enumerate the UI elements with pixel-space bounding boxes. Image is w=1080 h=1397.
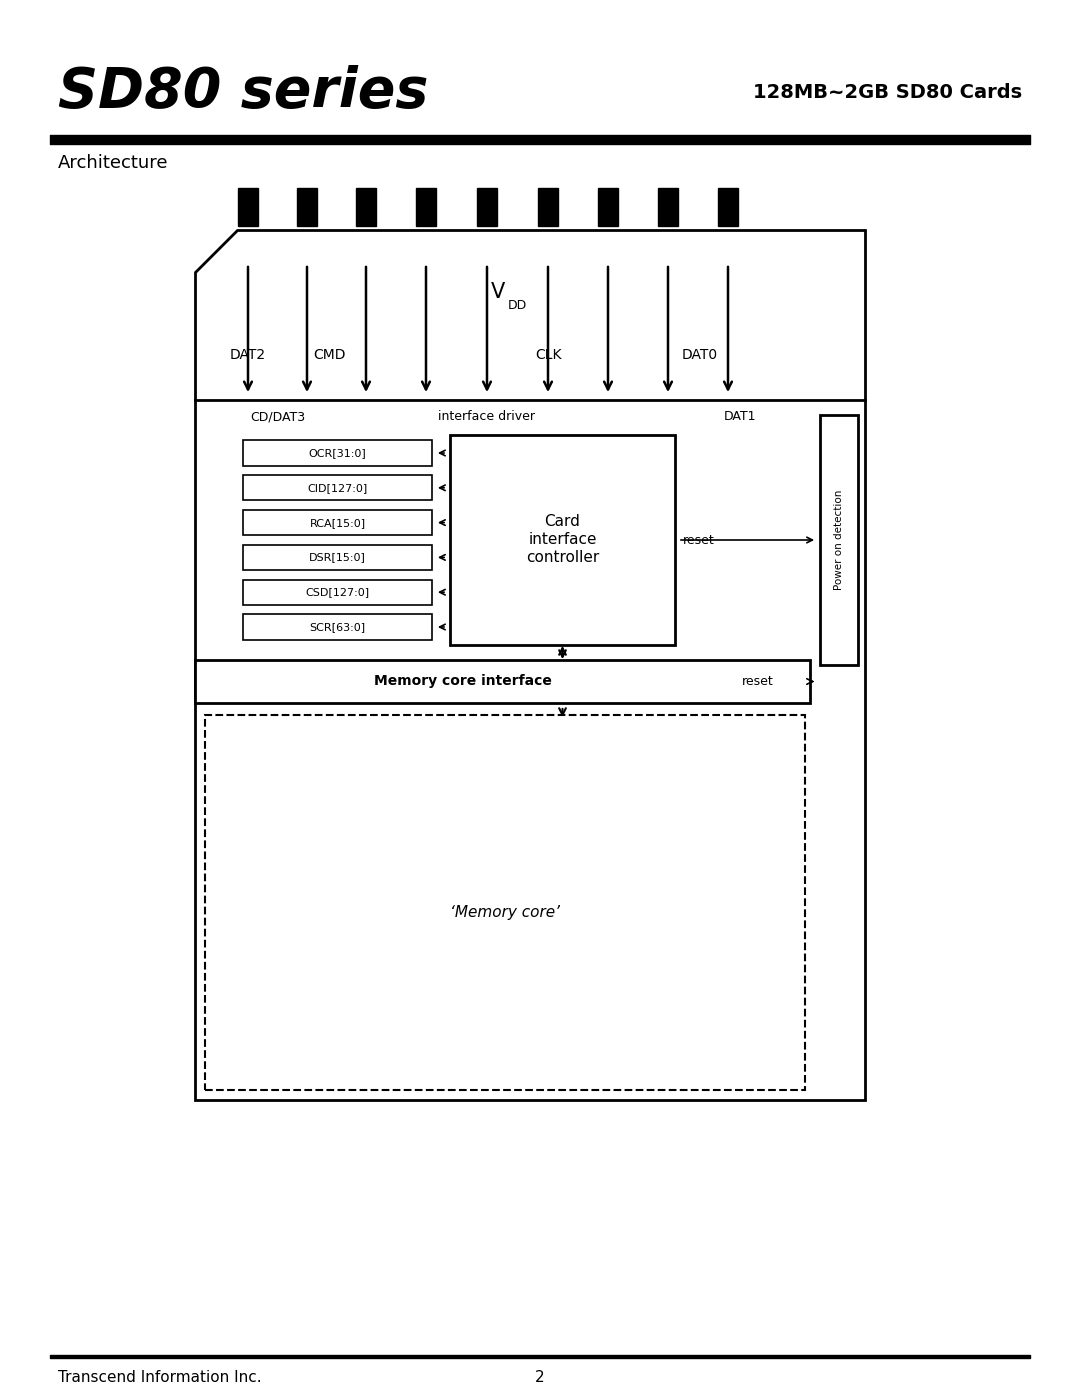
Text: RCA[15:0]: RCA[15:0] xyxy=(310,518,365,528)
Text: Architecture: Architecture xyxy=(58,154,168,172)
Text: 128MB~2GB SD80 Cards: 128MB~2GB SD80 Cards xyxy=(753,82,1022,102)
Text: CLK: CLK xyxy=(535,348,562,362)
Bar xyxy=(297,189,318,226)
Text: Power on detection: Power on detection xyxy=(834,490,843,590)
Bar xyxy=(243,545,432,570)
Text: V: V xyxy=(491,282,505,302)
Text: interface: interface xyxy=(528,532,597,548)
Bar xyxy=(243,510,432,535)
Text: DAT2: DAT2 xyxy=(230,348,266,362)
Text: CMD: CMD xyxy=(314,348,347,362)
Text: CD/DAT3: CD/DAT3 xyxy=(251,409,306,423)
Text: Transcend Information Inc.: Transcend Information Inc. xyxy=(58,1370,261,1386)
Text: 2: 2 xyxy=(536,1370,544,1386)
Polygon shape xyxy=(195,231,865,1099)
Bar xyxy=(238,189,258,226)
Text: DAT0: DAT0 xyxy=(681,348,718,362)
Text: reset: reset xyxy=(742,675,773,687)
Bar xyxy=(820,415,858,665)
Text: DD: DD xyxy=(508,299,527,312)
Text: Memory core interface: Memory core interface xyxy=(374,675,552,689)
Text: SCR[63:0]: SCR[63:0] xyxy=(310,622,365,631)
Bar xyxy=(356,189,376,226)
Bar xyxy=(243,615,432,640)
Text: CSD[127:0]: CSD[127:0] xyxy=(306,587,369,597)
Bar xyxy=(598,189,618,226)
Bar xyxy=(243,440,432,465)
Text: SD80 series: SD80 series xyxy=(58,66,429,119)
Bar xyxy=(538,189,558,226)
Text: CID[127:0]: CID[127:0] xyxy=(308,483,367,493)
Bar xyxy=(658,189,678,226)
Text: Card: Card xyxy=(544,514,580,529)
Bar xyxy=(243,475,432,500)
Text: reset: reset xyxy=(683,534,715,546)
Text: OCR[31:0]: OCR[31:0] xyxy=(309,448,366,458)
Bar xyxy=(718,189,738,226)
Text: DSR[15:0]: DSR[15:0] xyxy=(309,552,366,563)
Bar xyxy=(477,189,497,226)
Text: controller: controller xyxy=(526,550,599,566)
Bar xyxy=(195,659,810,703)
Text: ‘Memory core’: ‘Memory core’ xyxy=(450,905,561,921)
Bar xyxy=(416,189,436,226)
Bar xyxy=(243,580,432,605)
Bar xyxy=(205,715,805,1090)
Text: interface driver: interface driver xyxy=(438,409,536,423)
Text: DAT1: DAT1 xyxy=(724,409,756,423)
Bar xyxy=(450,434,675,645)
